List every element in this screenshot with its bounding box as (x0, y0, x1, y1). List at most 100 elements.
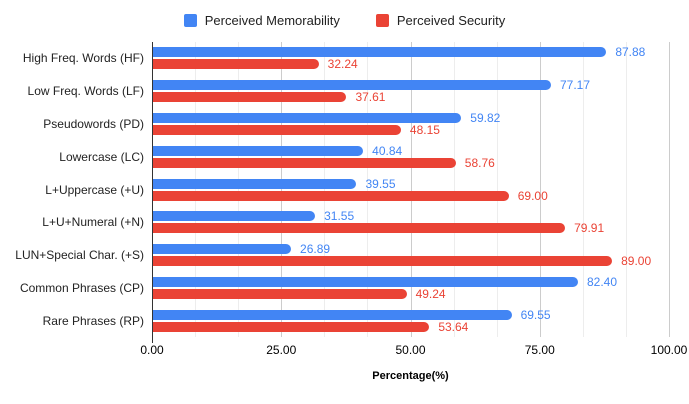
bar-value-label: 31.55 (324, 209, 355, 224)
bar-line: 59.82 (152, 110, 669, 125)
bar-memorability[interactable] (152, 47, 607, 58)
bar-line: 69.00 (152, 188, 669, 203)
bar-line: 53.64 (152, 319, 669, 334)
legend-item-0: Perceived Memorability (183, 13, 340, 28)
bar-memorability[interactable] (152, 178, 357, 189)
bar-security[interactable] (152, 256, 613, 267)
bar-value-label: 69.55 (520, 307, 551, 322)
baseline-axis-line (152, 42, 153, 343)
bar-line: 32.24 (152, 57, 669, 72)
bar-value-label: 82.40 (587, 274, 618, 289)
legend: Perceived Memorability Perceived Security (0, 10, 689, 30)
category-label: Low Freq. Words (LF) (27, 84, 144, 99)
bar-value-label: 32.24 (327, 57, 358, 72)
bar-group: 31.55 79.91 (152, 206, 669, 239)
minor-gridline (496, 42, 498, 337)
category-label: L+Uppercase (+U) (45, 182, 144, 197)
bar-security[interactable] (152, 124, 401, 135)
bar-memorability[interactable] (152, 145, 364, 156)
bar-group: 39.55 69.00 (152, 173, 669, 206)
category-label: Lowercase (LC) (59, 149, 144, 164)
bar-group: 40.84 58.76 (152, 140, 669, 173)
minor-gridline (238, 42, 240, 337)
bar-memorability[interactable] (152, 80, 551, 91)
bar-memorability[interactable] (152, 112, 462, 123)
bar-value-label: 49.24 (415, 286, 446, 301)
bar-value-label: 69.00 (517, 188, 548, 203)
bar-value-label: 79.91 (574, 221, 605, 236)
bar-line: 89.00 (152, 254, 669, 269)
bar-security[interactable] (152, 223, 566, 234)
bar-value-label: 58.76 (464, 155, 495, 170)
x-axis-tick-label: 75.00 (524, 343, 555, 357)
bar-memorability[interactable] (152, 309, 512, 320)
bar-security[interactable] (152, 92, 347, 103)
bar-value-label: 39.55 (365, 176, 396, 191)
bar-value-label: 89.00 (621, 254, 652, 269)
legend-item-1: Perceived Security (375, 12, 506, 28)
bar-group: 69.55 53.64 (152, 304, 669, 337)
legend-swatch-icon (183, 13, 197, 27)
bar-line: 48.15 (152, 122, 669, 137)
bar-memorability[interactable] (152, 276, 578, 287)
plot-area: 87.88 32.24 77.17 37.61 59.82 48.15 40.84 58.76… (152, 42, 670, 337)
minor-gridline (195, 42, 197, 337)
bar-security[interactable] (152, 321, 430, 332)
bar-line: 49.24 (152, 286, 669, 301)
bar-value-label: 40.84 (372, 143, 403, 158)
bar-line: 37.61 (152, 90, 669, 105)
bar-security[interactable] (152, 288, 407, 299)
gridlines (152, 42, 670, 337)
bar-value-label: 53.64 (438, 319, 469, 334)
bar-group: 77.17 37.61 (152, 75, 669, 108)
bar-security[interactable] (152, 190, 509, 201)
bar-line: 87.88 (152, 45, 669, 60)
x-axis-tick-label: 50.00 (395, 343, 426, 357)
bar-line: 39.55 (152, 176, 669, 191)
x-axis-title: Percentage(%) (372, 370, 449, 382)
bar-rows: 87.88 32.24 77.17 37.61 59.82 48.15 40.84 58.76… (152, 42, 669, 337)
bar-value-label: 77.17 (559, 78, 590, 93)
bar-group: 59.82 48.15 (152, 108, 669, 141)
x-axis-tick-label: 25.00 (266, 343, 297, 357)
minor-gridline (324, 42, 326, 337)
x-axis-tick-labels: 0.00 25.00 50.00 75.00 100.00 (140, 343, 687, 357)
bar-group: 82.40 49.24 (152, 271, 669, 304)
legend-swatch-icon (375, 13, 389, 27)
bar-value-label: 48.15 (409, 122, 440, 137)
bar-security[interactable] (152, 157, 456, 168)
category-label: LUN+Special Char. (+S) (15, 248, 144, 263)
category-label: Pseudowords (PD) (43, 116, 144, 131)
bar-line: 82.40 (152, 274, 669, 289)
bar-line: 69.55 (152, 307, 669, 322)
category-label: High Freq. Words (HF) (22, 51, 144, 66)
bar-value-label: 59.82 (470, 110, 501, 125)
legend-item-label: Perceived Security (396, 12, 506, 28)
bar-line: 26.89 (152, 242, 669, 256)
bar-security[interactable] (152, 59, 319, 70)
bar-memorability[interactable] (152, 244, 292, 255)
bar-line: 79.91 (152, 221, 669, 236)
x-axis-tick-label: 100.00 (650, 343, 688, 357)
category-label: Rare Phrases (RP) (42, 313, 144, 328)
major-gridline (669, 42, 670, 337)
major-gridline (539, 42, 541, 337)
bar-line: 77.17 (152, 78, 669, 93)
bar-value-label: 87.88 (615, 45, 646, 60)
major-gridline (281, 42, 283, 337)
category-label: Common Phrases (CP) (19, 280, 144, 295)
bar-line: 31.55 (152, 209, 669, 224)
category-axis-labels: High Freq. Words (HF) Low Freq. Words (LF… (0, 42, 144, 337)
bar-line: 58.76 (152, 155, 669, 170)
bar-group: 26.89 89.00 (152, 239, 669, 272)
bar-line: 40.84 (152, 143, 669, 158)
bar-value-label: 37.61 (355, 90, 386, 105)
major-gridline (410, 42, 412, 337)
bar-group: 87.88 32.24 (152, 42, 669, 75)
minor-gridline (582, 42, 584, 337)
minor-gridline (625, 42, 627, 337)
x-axis-tick-label: 0.00 (140, 343, 164, 357)
bar-memorability[interactable] (152, 211, 316, 222)
minor-gridline (453, 42, 455, 337)
